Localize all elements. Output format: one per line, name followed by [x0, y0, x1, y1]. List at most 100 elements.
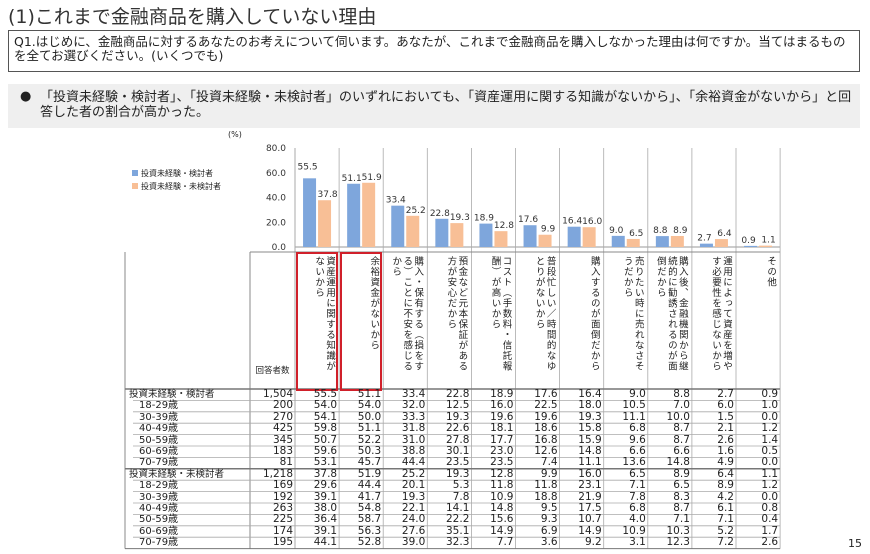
- table-cell: 10.9: [622, 524, 646, 537]
- table-cell: 0.0: [761, 456, 779, 469]
- bar-2: [626, 238, 640, 247]
- table-cell: 21.9: [578, 490, 602, 503]
- bar-1: [567, 226, 581, 247]
- data-label: 17.6: [518, 215, 538, 225]
- table-cell: 6.0: [717, 399, 734, 412]
- table-cell: 18.8: [534, 490, 558, 503]
- table-cell: 10.0: [666, 410, 690, 423]
- data-label: 51.1: [342, 174, 362, 184]
- bar-1: [523, 225, 537, 247]
- table-cell: 18.0: [578, 399, 602, 412]
- table-cell: 27.8: [446, 433, 470, 446]
- table-cell: 50.3: [357, 445, 382, 457]
- table-cell: 9.2: [584, 536, 602, 549]
- respondent-count: 169: [272, 479, 293, 492]
- table-cell: 11.1: [622, 410, 646, 423]
- data-label: 6.5: [629, 229, 643, 239]
- table-cell: 7.2: [717, 536, 734, 549]
- column-header: 購入・保有する（損をする）ことに不安を感じるから: [390, 256, 424, 372]
- table-cell: 41.7: [357, 490, 382, 503]
- respondent-count: 200: [272, 399, 293, 412]
- column-header: 運用によって資産を増やす必要性を感じないから: [709, 256, 732, 372]
- data-label: 8.8: [653, 226, 668, 236]
- column-header: 預金など元本保証がある方が安心だから: [445, 256, 468, 372]
- table-cell: 11.8: [534, 479, 558, 492]
- table-cell: 1.2: [761, 479, 779, 492]
- column-header: 余裕資金がないから: [368, 256, 380, 351]
- table-cell: 22.6: [446, 422, 470, 435]
- table-cell: 7.8: [629, 490, 646, 503]
- table-cell: 8.7: [673, 433, 690, 446]
- table-cell: 30.1: [446, 445, 470, 457]
- table-cell: 3.6: [540, 536, 558, 549]
- table-cell: 32.3: [446, 536, 470, 549]
- age-label: 18-29歳: [139, 400, 179, 412]
- table-cell: 31.8: [401, 422, 426, 435]
- table-cell: 18.9: [490, 388, 514, 400]
- table-cell: 38.0: [313, 502, 338, 514]
- table-cell: 51.1: [357, 388, 382, 400]
- data-label: 12.8: [494, 221, 514, 231]
- table-cell: 35.1: [446, 524, 470, 537]
- table-cell: 59.8: [313, 422, 338, 435]
- table-cell: 25.2: [401, 467, 426, 480]
- column-header: コスト（手数料・信託報酬）が高いから: [489, 256, 512, 372]
- table-cell: 9.9: [540, 467, 558, 480]
- table-cell: 22.1: [401, 502, 426, 514]
- table-cell: 20.1: [401, 479, 426, 492]
- legend-series1: 投資未経験・検討者: [132, 168, 213, 179]
- page-title: (1)これまで金融商品を購入していない理由: [8, 6, 377, 28]
- legend-label: 投資未経験・検討者: [141, 169, 213, 178]
- column-header: その他: [765, 256, 777, 288]
- respondent-count: 263: [272, 502, 293, 514]
- bar-2: [538, 234, 552, 247]
- table-cell: 38.8: [401, 445, 426, 457]
- bar-1: [347, 183, 361, 247]
- data-label: 16.4: [562, 217, 582, 227]
- table-cell: 1.1: [761, 467, 779, 480]
- y-tick-label: 60.0: [266, 169, 286, 179]
- table-cell: 36.4: [313, 513, 338, 526]
- table-cell: 6.6: [629, 445, 646, 457]
- highlight-box: [340, 252, 383, 391]
- table-cell: 2.6: [717, 433, 734, 446]
- legend-label: 投資未経験・未検討者: [141, 182, 221, 191]
- table-cell: 1.6: [717, 445, 734, 457]
- table-cell: 17.5: [578, 502, 602, 514]
- table-cell: 54.0: [313, 399, 338, 412]
- data-label: 22.8: [430, 209, 450, 219]
- table-cell: 6.8: [629, 422, 646, 435]
- legend-swatch: [132, 170, 138, 176]
- table-cell: 10.7: [578, 513, 602, 526]
- bar-1: [479, 223, 493, 247]
- age-label: 70-79歳: [139, 537, 179, 549]
- bar-1: [699, 243, 713, 247]
- table-cell: 7.7: [496, 536, 514, 549]
- table-cell: 23.0: [490, 445, 514, 457]
- data-label: 2.7: [697, 234, 711, 244]
- table-cell: 11.8: [490, 479, 514, 492]
- table-cell: 9.0: [629, 388, 646, 400]
- table-cell: 12.8: [490, 467, 514, 480]
- y-tick-label: 40.0: [266, 194, 286, 204]
- data-label: 9.9: [541, 225, 556, 235]
- respondent-count: 425: [272, 422, 293, 435]
- table-cell: 1.5: [717, 410, 734, 423]
- age-label: 60-69歳: [139, 446, 179, 457]
- data-label: 51.9: [362, 173, 382, 183]
- bar-1: [611, 235, 625, 247]
- data-label: 33.4: [386, 196, 406, 206]
- table-cell: 7.0: [673, 399, 690, 412]
- respondent-count: 225: [272, 513, 293, 526]
- table-cell: 6.8: [629, 502, 646, 514]
- table-cell: 16.4: [578, 388, 602, 400]
- group-label: 投資未経験・未検討者: [129, 468, 225, 480]
- table-cell: 50.7: [313, 433, 338, 446]
- table-cell: 4.0: [629, 513, 646, 526]
- question-box: Q1.はじめに、金融商品に対するあなたのお考えについて伺います。あなたが、これま…: [8, 30, 860, 72]
- table-cell: 19.3: [446, 467, 470, 480]
- bar-1: [391, 205, 405, 247]
- table-cell: 22.5: [534, 399, 558, 412]
- table-cell: 4.9: [717, 456, 734, 469]
- table-cell: 16.0: [578, 467, 602, 480]
